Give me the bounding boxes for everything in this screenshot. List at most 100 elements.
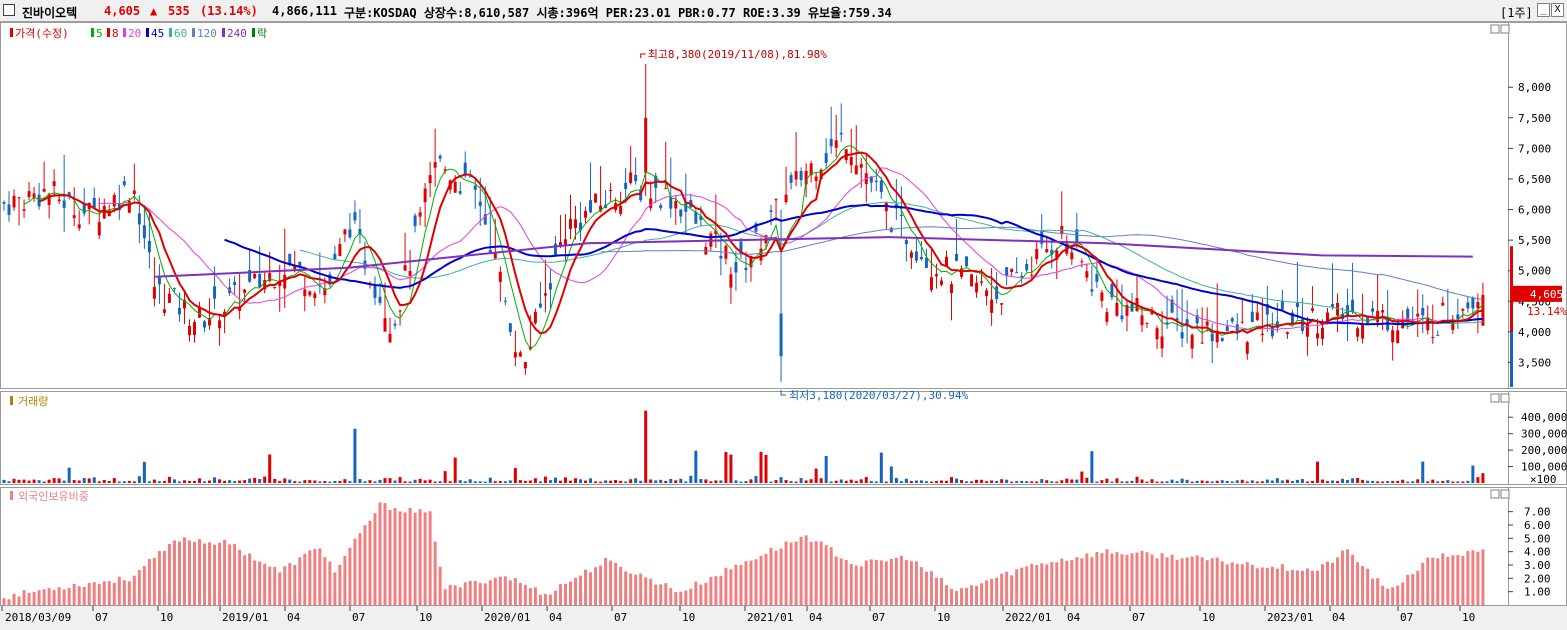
volume-bar xyxy=(1220,480,1224,483)
foreign-bar xyxy=(1351,554,1355,605)
foreign-bar xyxy=(1165,557,1169,605)
period-selector[interactable]: [1주] xyxy=(1500,6,1533,20)
volume-bar xyxy=(328,481,332,483)
foreign-tick-label: 7.00 xyxy=(1524,506,1551,519)
candle-body xyxy=(694,211,698,224)
volume-bar xyxy=(874,481,878,483)
foreign-bar xyxy=(72,583,76,605)
low-label: 최저3,180(2020/03/27),30.94% xyxy=(789,389,969,402)
foreign-bar xyxy=(563,583,567,605)
foreign-bar xyxy=(258,561,262,605)
volume-bar xyxy=(1010,481,1014,483)
x-tick-label: 2021/01 xyxy=(747,611,793,624)
foreign-bar xyxy=(1310,570,1314,605)
candle-body xyxy=(423,188,427,203)
foreign-bar xyxy=(1230,562,1234,605)
candle-body xyxy=(413,215,417,227)
candle-body xyxy=(1100,292,1104,301)
candle-body xyxy=(849,157,853,166)
candle-body xyxy=(1105,312,1109,322)
foreign-bar xyxy=(523,584,527,605)
volume-bar xyxy=(619,480,623,483)
volume-bar xyxy=(859,479,863,483)
volume-bar xyxy=(293,481,297,483)
candle-body xyxy=(1325,312,1329,324)
foreign-bar xyxy=(543,594,547,605)
foreign-bar xyxy=(1225,564,1229,605)
volume-bar xyxy=(493,481,497,483)
volume-bar xyxy=(1466,480,1470,483)
candle-body xyxy=(167,293,171,303)
foreign-bar xyxy=(1300,570,1304,605)
candle-body xyxy=(699,216,703,220)
volume-bar xyxy=(12,478,16,483)
foreign-bar xyxy=(654,584,658,605)
volume-bar xyxy=(1070,479,1074,483)
foreign-bar xyxy=(268,566,272,605)
volume-bar xyxy=(784,480,788,483)
volume-bar xyxy=(975,479,979,483)
legend-item: 8 xyxy=(112,27,119,40)
candle-body xyxy=(970,274,974,287)
foreign-bar xyxy=(1461,555,1465,605)
foreign-bar xyxy=(177,541,181,605)
legend-item: 60 xyxy=(174,27,187,40)
foreign-bar xyxy=(1371,578,1375,605)
volume-bar xyxy=(1366,480,1370,483)
volume-bar xyxy=(1130,480,1134,483)
x-tick-label: 2020/01 xyxy=(484,611,530,624)
foreign-title: 외국인보유비중 xyxy=(18,490,89,503)
foreign-bar xyxy=(704,582,708,605)
volume-bar xyxy=(1230,481,1234,483)
volume-bar xyxy=(112,478,116,483)
candle-body xyxy=(1165,322,1169,325)
volume-bar xyxy=(924,481,928,483)
price-range-bar-up xyxy=(1510,246,1513,332)
candle-body xyxy=(2,202,6,204)
candle-body xyxy=(854,165,858,175)
volume-bar xyxy=(87,478,91,483)
select-checkbox[interactable] xyxy=(3,4,15,16)
volume-bar xyxy=(1245,481,1249,483)
candle-body xyxy=(62,200,66,208)
foreign-bar xyxy=(67,588,71,605)
candle-body xyxy=(393,323,397,326)
x-tick-label: 2019/01 xyxy=(222,611,268,624)
volume-bar xyxy=(624,481,628,483)
volume-bar xyxy=(478,481,482,483)
volume-bar xyxy=(1090,451,1094,483)
volume-bar xyxy=(1325,481,1329,483)
volume-unit: ×100 xyxy=(1530,473,1557,486)
foreign-bar xyxy=(629,573,633,605)
candle-body xyxy=(990,299,994,313)
candle-body xyxy=(172,288,176,290)
volume-bar xyxy=(228,480,232,483)
foreign-bar xyxy=(77,586,81,605)
volume-bar xyxy=(694,450,698,483)
minimize-button[interactable]: _ xyxy=(1537,3,1550,17)
volume-bar xyxy=(1451,481,1455,483)
foreign-bar xyxy=(589,572,593,605)
foreign-bar xyxy=(443,589,447,605)
foreign-bar xyxy=(298,557,302,605)
foreign-bar xyxy=(1080,558,1084,605)
candle-body xyxy=(523,361,527,369)
foreign-bar xyxy=(548,594,552,605)
volume-bar xyxy=(543,476,547,483)
volume-bar xyxy=(563,477,567,483)
foreign-tick-label: 5.00 xyxy=(1524,532,1551,545)
volume-bar xyxy=(82,478,86,483)
volume-bar xyxy=(1145,481,1149,483)
foreign-bar xyxy=(17,596,21,605)
foreign-bar xyxy=(503,576,507,605)
candle-body xyxy=(233,281,237,286)
foreign-bar xyxy=(182,537,186,605)
candle-body xyxy=(378,296,382,303)
foreign-bar xyxy=(839,558,843,605)
candle-body xyxy=(568,218,572,229)
close-button[interactable]: X xyxy=(1551,3,1564,17)
candle-body xyxy=(819,169,823,180)
foreign-bar xyxy=(1280,564,1284,605)
volume-bar xyxy=(438,481,442,483)
foreign-bar xyxy=(413,512,417,605)
